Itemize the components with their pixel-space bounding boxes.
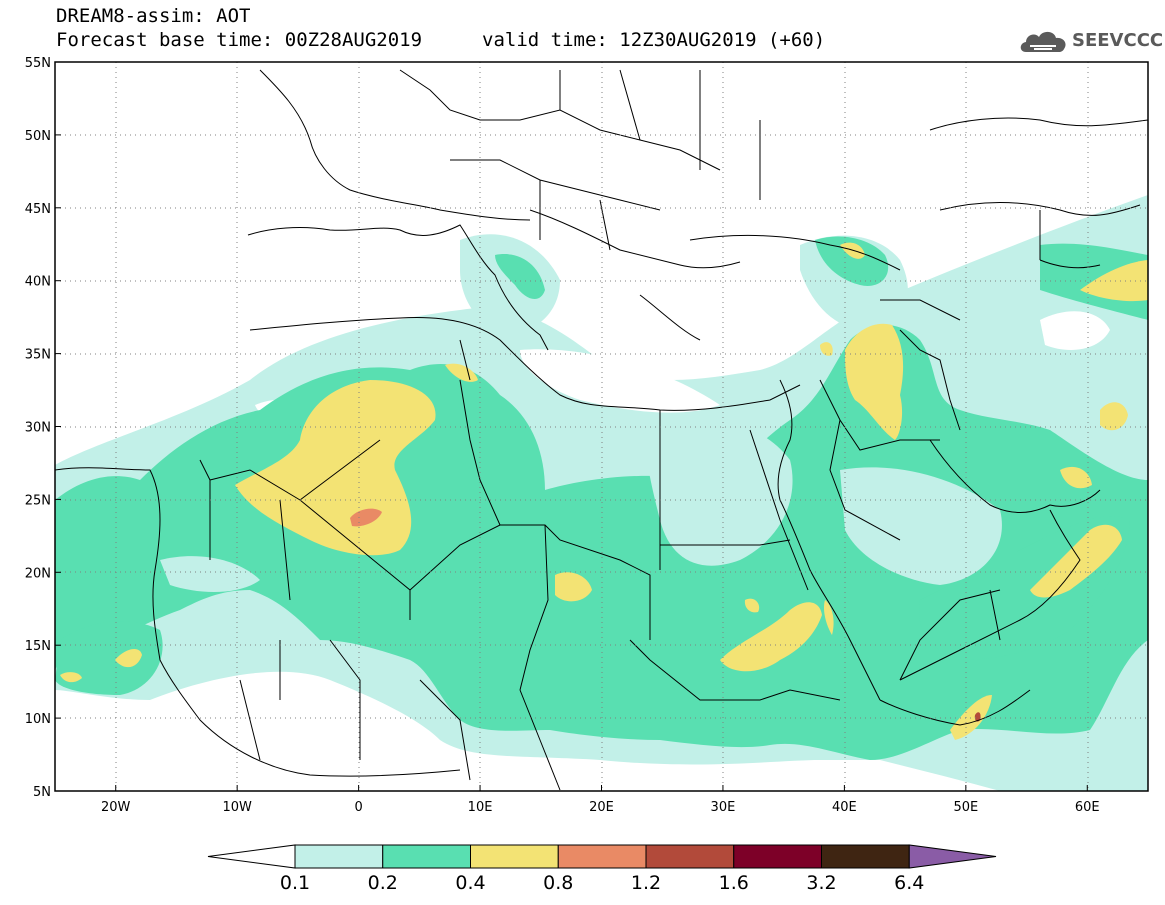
lon-tick-label: 0 bbox=[354, 800, 362, 815]
colorbar-segment bbox=[821, 844, 910, 869]
lat-tick-label: 20N bbox=[25, 566, 51, 581]
colorbar-segment bbox=[733, 844, 822, 869]
lat-tick-label: 5N bbox=[33, 785, 51, 800]
cloud-icon bbox=[1020, 31, 1066, 52]
colorbar-segment bbox=[294, 844, 384, 869]
colorbar-segment bbox=[382, 844, 471, 869]
colorbar-label: 0.1 bbox=[279, 872, 311, 894]
colorbar-label: 0.4 bbox=[455, 872, 486, 894]
lat-tick-label: 30N bbox=[25, 421, 51, 436]
colorbar-segment bbox=[645, 844, 735, 869]
lat-tick-label: 45N bbox=[25, 202, 51, 217]
colorbar-label: 0.8 bbox=[543, 872, 574, 894]
lat-tick-label: 35N bbox=[25, 348, 51, 363]
colorbar bbox=[207, 844, 997, 869]
colorbar-label: 6.4 bbox=[894, 872, 925, 894]
coastlines bbox=[55, 69, 1148, 777]
lat-tick-label: 50N bbox=[25, 129, 51, 144]
colorbar-right-arrow bbox=[908, 844, 997, 869]
lon-tick-label: 10W bbox=[222, 800, 252, 815]
lon-tick-label: 30E bbox=[711, 800, 736, 815]
lat-tick-label: 10N bbox=[25, 712, 51, 727]
valid-time: valid time: 12Z30AUG2019 (+60) bbox=[482, 29, 826, 51]
lat-tick-label: 25N bbox=[25, 493, 51, 508]
colorbar-label: 1.2 bbox=[630, 872, 662, 894]
colorbar-segment bbox=[557, 844, 647, 869]
lat-tick-label: 15N bbox=[25, 639, 51, 654]
map-title: DREAM8-assim: AOT bbox=[56, 5, 251, 27]
lon-tick-label: 60E bbox=[1075, 800, 1100, 815]
colorbar-label: 3.2 bbox=[806, 872, 837, 894]
map-gridlines bbox=[55, 62, 1148, 791]
lon-tick-label: 20W bbox=[101, 800, 131, 815]
lat-tick-label: 55N bbox=[25, 56, 51, 71]
logo-text: SEEVCCC bbox=[1072, 30, 1164, 51]
seevccc-logo: SEEVCCC bbox=[1018, 26, 1163, 56]
lon-tick-label: 40E bbox=[832, 800, 857, 815]
colorbar-label: 0.2 bbox=[367, 872, 398, 894]
colorbar-label: 1.6 bbox=[718, 872, 749, 894]
colorbar-segment bbox=[470, 844, 559, 869]
lat-tick-label: 40N bbox=[25, 275, 51, 290]
lon-tick-label: 20E bbox=[589, 800, 614, 815]
forecast-base-time: Forecast base time: 00Z28AUG2019 bbox=[56, 29, 423, 51]
colorbar-left-arrow bbox=[207, 844, 296, 869]
lon-tick-label: 10E bbox=[468, 800, 493, 815]
lon-tick-label: 50E bbox=[953, 800, 978, 815]
